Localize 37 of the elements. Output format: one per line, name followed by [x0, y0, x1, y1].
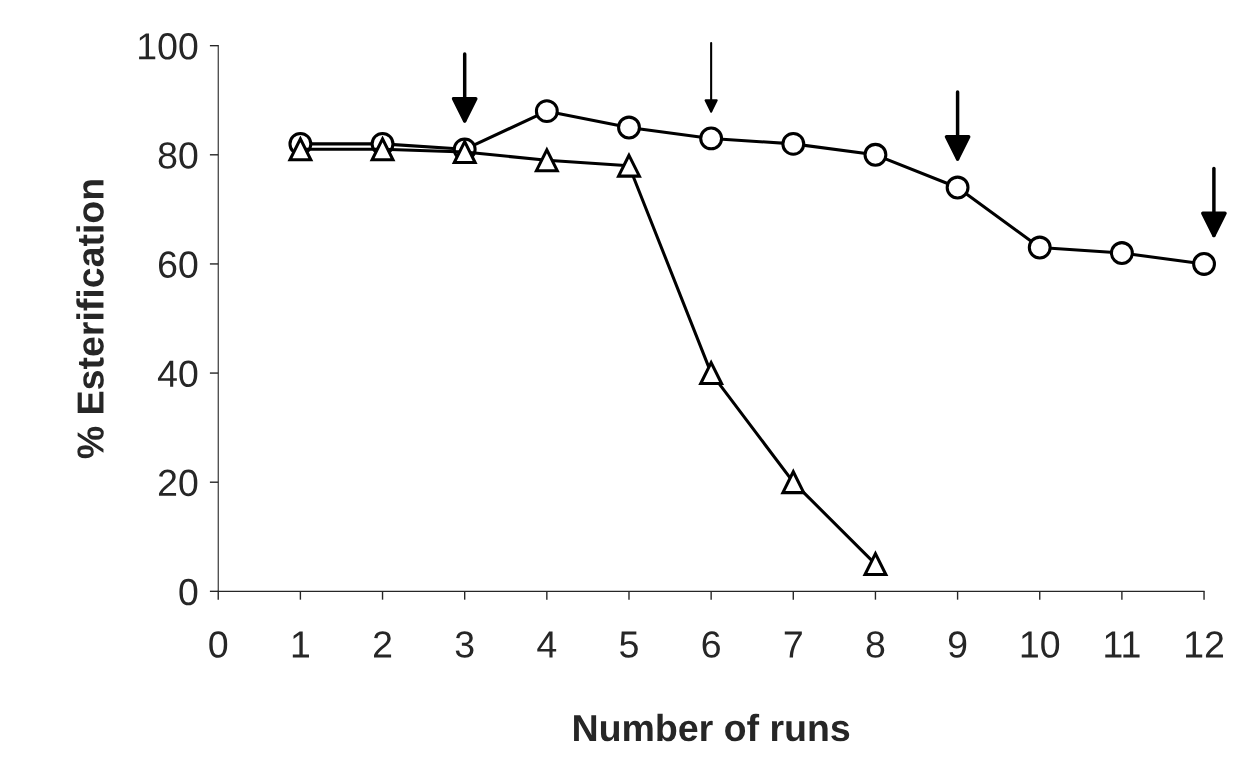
x-tick-label: 8 [866, 631, 885, 658]
x-tick-label: 2 [374, 631, 392, 658]
point [863, 142, 888, 167]
point [699, 361, 724, 386]
point [781, 131, 806, 156]
x-tick-label: 0 [209, 631, 228, 658]
x-tick-label: 7 [784, 631, 802, 658]
point [945, 175, 970, 200]
x-tick-label: 5 [620, 631, 638, 658]
y-tick-label: 80 [158, 142, 198, 169]
point [617, 153, 641, 178]
point [699, 126, 724, 151]
x-tick-label: 4 [537, 631, 557, 658]
y-tick-label: 100 [139, 33, 198, 60]
point [1027, 235, 1052, 260]
point [617, 115, 641, 140]
x-tick-label: 6 [702, 631, 720, 658]
y-tick-label: 40 [157, 360, 198, 388]
point [863, 552, 888, 576]
point [534, 148, 559, 173]
y-tick-label: 60 [158, 251, 198, 278]
point [288, 137, 313, 162]
x-tick-label: 10 [1021, 631, 1060, 658]
x-tick-label: 11 [1105, 631, 1140, 658]
y-tick-label: 20 [158, 469, 198, 497]
y-axis-title: % Esterification [76, 180, 104, 459]
point [534, 99, 559, 124]
point [1192, 251, 1216, 276]
y-tick-label: 0 [179, 578, 198, 606]
x-tick-label: 9 [948, 631, 967, 658]
x-tick-label: 1 [292, 631, 309, 658]
point [1109, 241, 1134, 265]
x-axis-title: Number of runs [574, 713, 850, 742]
x-tick-label: 12 [1186, 631, 1224, 658]
point [781, 470, 806, 495]
x-tick-label: 3 [455, 631, 474, 658]
point [370, 137, 395, 162]
